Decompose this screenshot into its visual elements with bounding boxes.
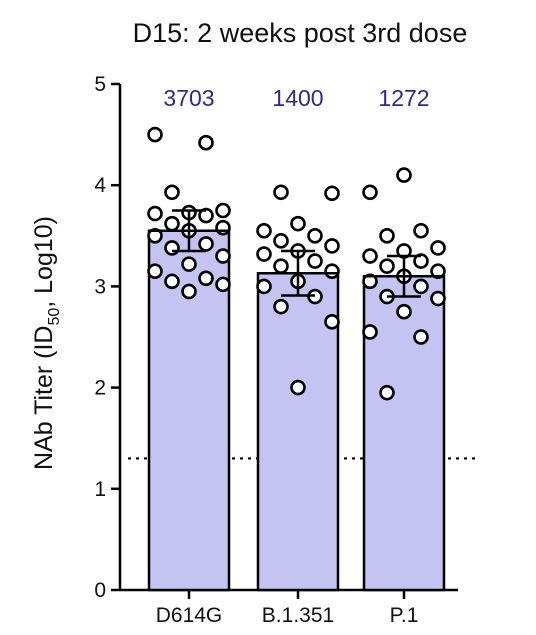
data-point <box>362 273 378 290</box>
x-category-label: D614G <box>156 604 223 627</box>
data-point <box>396 303 412 320</box>
data-point <box>164 240 180 256</box>
data-point <box>324 314 340 330</box>
gmt-label: 1272 <box>378 85 429 111</box>
data-point <box>198 207 214 224</box>
data-point <box>307 253 323 269</box>
data-point <box>215 219 231 236</box>
data-point <box>362 248 378 264</box>
gmt-label: 1400 <box>272 85 323 111</box>
data-point <box>362 184 378 201</box>
data-point <box>413 222 429 239</box>
x-category-label: B.1.351 <box>262 604 334 627</box>
data-point <box>430 240 446 256</box>
data-point <box>290 379 306 396</box>
data-point <box>324 238 340 254</box>
data-point <box>256 222 272 239</box>
data-point <box>379 228 395 244</box>
data-point <box>164 273 180 290</box>
data-point <box>256 246 272 262</box>
data-point <box>164 184 180 201</box>
data-point <box>273 258 289 274</box>
data-point <box>181 283 197 300</box>
data-point <box>273 298 289 315</box>
y-tick-label: 1 <box>94 478 106 501</box>
data-point <box>147 126 163 143</box>
y-tick-label: 3 <box>94 275 106 298</box>
y-tick-label: 4 <box>94 174 106 197</box>
data-point <box>413 329 429 345</box>
data-point <box>396 167 412 183</box>
data-point <box>198 134 214 151</box>
data-point <box>430 263 446 280</box>
plot-area: 0 1 2 3 4 5 D614G 3703 B.1.351 1400 P.1 1272 <box>94 73 478 627</box>
data-point <box>198 236 214 252</box>
data-point <box>215 202 231 219</box>
data-point <box>324 185 340 202</box>
data-point <box>181 256 197 272</box>
y-label-tail: , Log10) <box>30 216 58 308</box>
gmt-label: 3703 <box>163 85 214 111</box>
data-point <box>379 384 395 401</box>
data-point <box>198 270 214 287</box>
y-tick-label: 0 <box>94 579 106 602</box>
data-point <box>215 248 231 264</box>
data-point <box>256 278 272 295</box>
data-point <box>147 205 163 222</box>
x-category-label: P.1 <box>390 604 419 627</box>
data-point <box>164 215 180 232</box>
data-point <box>147 228 163 244</box>
data-point <box>362 324 378 340</box>
data-point <box>307 228 323 244</box>
y-tick-label: 5 <box>94 73 106 96</box>
data-point <box>273 184 289 201</box>
data-point <box>430 290 446 307</box>
data-point <box>413 253 429 269</box>
data-point <box>215 276 231 293</box>
y-label-subscript: 50 <box>46 308 63 326</box>
y-tick-label: 2 <box>94 377 106 400</box>
y-axis-label: NAb Titer (ID50, Log10) <box>30 216 63 470</box>
data-point <box>413 278 429 295</box>
data-point <box>273 233 289 249</box>
data-point <box>379 258 395 274</box>
data-point <box>324 263 340 280</box>
bar-p1 <box>362 275 446 592</box>
chart-title: D15: 2 weeks post 3rd dose <box>133 18 468 48</box>
y-label-main: NAb Titer (ID <box>30 326 58 470</box>
data-point <box>290 215 306 232</box>
data-point <box>147 263 163 280</box>
